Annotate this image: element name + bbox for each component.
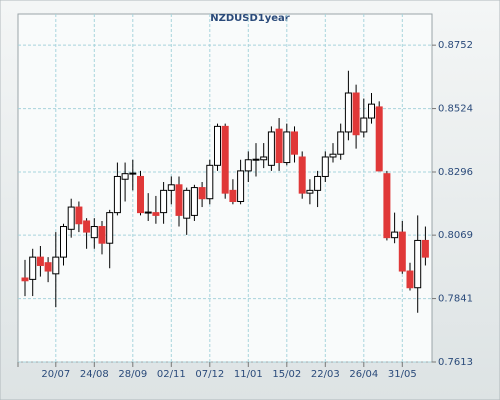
candle-body	[206, 164, 214, 200]
y-tick-label: 0.8296	[438, 167, 473, 178]
candle-body	[383, 173, 391, 239]
candle-body	[214, 125, 221, 166]
candle-body	[190, 187, 198, 216]
x-tick-label: 20/07	[41, 369, 70, 380]
candle-body	[337, 131, 345, 155]
candle-body	[129, 172, 137, 175]
candle-body	[229, 189, 237, 202]
candle-body	[368, 103, 375, 119]
candle-body	[221, 125, 229, 194]
candle-body	[321, 156, 329, 177]
candle-body	[306, 189, 314, 194]
candle-body	[175, 184, 183, 216]
candle-body	[267, 131, 275, 166]
candle-body	[167, 184, 175, 191]
y-tick-label: 0.8069	[438, 230, 473, 241]
candle-body	[83, 220, 91, 233]
candle-body	[237, 170, 245, 202]
candle-body	[260, 156, 268, 161]
candle-body	[36, 256, 44, 266]
x-tick-label: 15/02	[272, 369, 301, 380]
candle-body	[391, 231, 399, 239]
candle-body	[252, 158, 260, 161]
y-tick-label: 0.8752	[438, 40, 473, 51]
x-tick-label: 22/03	[311, 369, 340, 380]
candle-body	[344, 92, 352, 133]
candle-body	[291, 131, 298, 155]
candle-body	[144, 211, 152, 214]
x-tick-label: 07/12	[195, 369, 224, 380]
x-tick-label: 02/11	[157, 369, 186, 380]
candle-body	[21, 277, 29, 282]
candle-body	[121, 173, 129, 180]
candle-body	[106, 212, 114, 244]
candle-body	[360, 117, 368, 133]
y-tick-label: 0.8524	[438, 104, 473, 115]
candle-body	[90, 226, 98, 239]
candle-body	[421, 239, 429, 258]
y-tick-label: 0.7613	[438, 357, 473, 368]
x-tick-label: 31/05	[388, 369, 417, 380]
candle-body	[352, 92, 360, 136]
x-tick-label: 24/08	[80, 369, 109, 380]
candle-body	[152, 212, 160, 216]
candle-body	[375, 106, 383, 172]
chart-title: NZDUSD1year	[210, 13, 290, 24]
candle-body	[275, 128, 283, 164]
candle-body	[183, 189, 191, 219]
candle-body	[137, 175, 144, 214]
candle-body	[314, 175, 322, 191]
y-tick-label: 0.7841	[438, 294, 473, 305]
candle-body	[29, 256, 37, 280]
candle-body	[98, 226, 106, 244]
candle-body	[67, 206, 75, 230]
candle-body	[113, 175, 121, 214]
candle-body	[406, 270, 414, 289]
candle-body	[60, 226, 67, 258]
x-tick-label: 11/01	[234, 369, 263, 380]
candle-body	[414, 239, 422, 289]
x-tick-label: 28/09	[118, 369, 147, 380]
candle-body	[52, 256, 60, 275]
candle-body	[398, 231, 406, 272]
candle-body	[283, 131, 291, 164]
candle-body	[160, 189, 168, 214]
candle-body	[75, 206, 83, 225]
candle-body	[44, 262, 52, 272]
x-tick-label: 26/04	[349, 369, 378, 380]
candle-body	[298, 156, 306, 194]
candle-body	[198, 187, 206, 200]
candle-body	[329, 153, 337, 158]
candle-body	[244, 159, 252, 172]
